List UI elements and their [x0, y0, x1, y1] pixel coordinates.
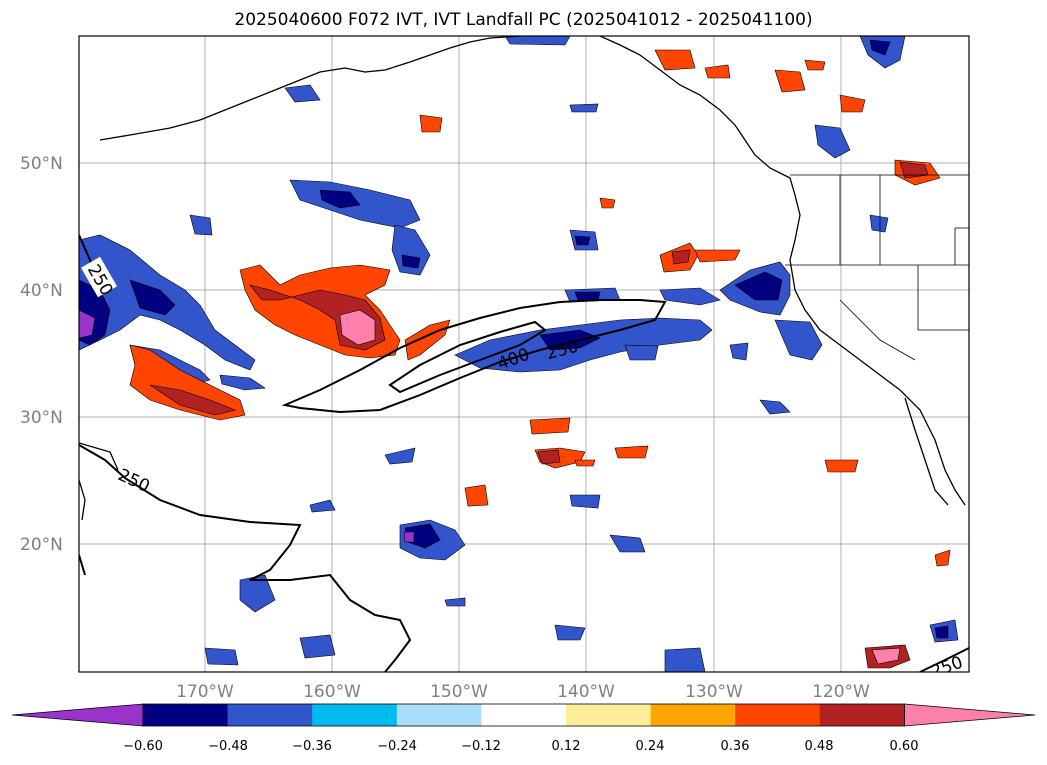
- colorbar-segment: [227, 704, 313, 726]
- lat-label: 20°N: [20, 535, 63, 555]
- colorbar-segment: [566, 704, 652, 726]
- colorbar-tick-label: 0.36: [721, 739, 750, 754]
- map-title: 2025040600 F072 IVT, IVT Landfall PC (20…: [234, 10, 813, 30]
- lon-label: 150°W: [430, 682, 488, 702]
- lon-label: 120°W: [812, 682, 870, 702]
- colorbar-tick-label: −0.24: [377, 739, 417, 754]
- colorbar-tick-label: 0.60: [890, 739, 919, 754]
- colorbar-tick-label: −0.60: [123, 739, 163, 754]
- lon-label: 160°W: [303, 682, 361, 702]
- colorbar-segment: [396, 704, 482, 726]
- coastlines: [79, 36, 966, 521]
- map-frame: [78, 35, 970, 673]
- borders: [785, 174, 969, 361]
- colorbar: [11, 703, 1036, 727]
- colorbar-segment: [312, 704, 398, 726]
- lat-label: 30°N: [20, 408, 63, 428]
- colorbar-segment: [650, 704, 736, 726]
- colorbar-tick-label: −0.12: [461, 739, 501, 754]
- colorbar-frame: [142, 703, 905, 727]
- colorbar-ticks: −0.60 −0.48 −0.36 −0.24 −0.12 0.12 0.24 …: [123, 739, 918, 754]
- colorbar-segment: [11, 703, 144, 727]
- colorbar-segment: [481, 704, 567, 726]
- colorbar-tick-label: −0.48: [208, 739, 248, 754]
- colorbar-tick-label: −0.36: [292, 739, 332, 754]
- colorbar-segment: [819, 704, 905, 726]
- colorbar-tick-label: 0.24: [636, 739, 665, 754]
- lon-label: 170°W: [176, 682, 234, 702]
- positive-anomaly-regions: [129, 49, 951, 669]
- colorbar-segment: [143, 704, 229, 726]
- lon-label: 140°W: [557, 682, 615, 702]
- colorbar-tick-label: 0.48: [805, 739, 834, 754]
- lat-label: 50°N: [20, 154, 63, 174]
- colorbar-tick-label: 0.12: [552, 739, 581, 754]
- lon-label: 130°W: [685, 682, 743, 702]
- colorbar-segment: [735, 704, 821, 726]
- colorbar-segment: [904, 703, 1036, 727]
- ivt-contours: [79, 234, 969, 672]
- lat-label: 40°N: [20, 281, 63, 301]
- map-contents: 250 400 250 250 250: [79, 36, 969, 672]
